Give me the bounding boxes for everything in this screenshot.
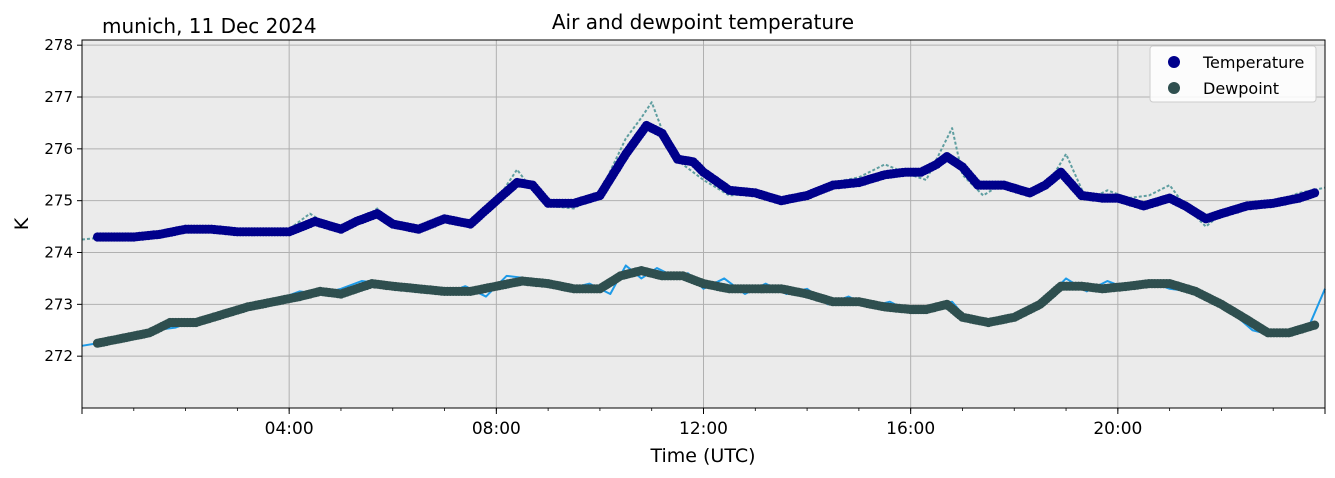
chart-subtitle: munich, 11 Dec 2024 <box>102 14 317 38</box>
y-tick-label: 273 <box>44 295 73 313</box>
temperature-point <box>1310 188 1320 198</box>
x-tick-label: 16:00 <box>886 419 935 439</box>
legend-box <box>1149 45 1317 103</box>
temperature-series <box>92 120 1320 242</box>
x-tick-label: 20:00 <box>1093 419 1142 439</box>
legend-label-dewpoint: Dewpoint <box>1203 79 1279 98</box>
y-tick-label: 276 <box>44 140 73 158</box>
legend-marker-dewpoint <box>1168 82 1180 94</box>
legend: Temperature Dewpoint <box>1149 45 1317 103</box>
dewpoint-series <box>92 266 1320 348</box>
legend-label-temperature: Temperature <box>1202 53 1304 72</box>
series-layer <box>81 101 1326 348</box>
y-axis-label: K <box>11 217 33 230</box>
chart-title: Air and dewpoint temperature <box>552 10 854 34</box>
axes: 272 273 274 275 276 277 278 04:00 08:00 12:00 16:0… <box>44 36 1326 439</box>
y-tick-label: 275 <box>44 192 73 210</box>
grid-lines <box>82 40 1325 408</box>
dewpoint-point <box>1310 320 1320 330</box>
y-tick-label: 272 <box>44 347 73 365</box>
x-tick-label: 12:00 <box>679 419 728 439</box>
x-axis-label: Time (UTC) <box>649 445 755 467</box>
y-tick-label: 277 <box>44 88 73 106</box>
y-tick-label: 278 <box>44 36 73 54</box>
y-tick-label: 274 <box>44 244 73 262</box>
x-tick-label: 08:00 <box>472 419 521 439</box>
legend-marker-temperature <box>1168 56 1180 68</box>
x-tick-label: 04:00 <box>265 419 314 439</box>
